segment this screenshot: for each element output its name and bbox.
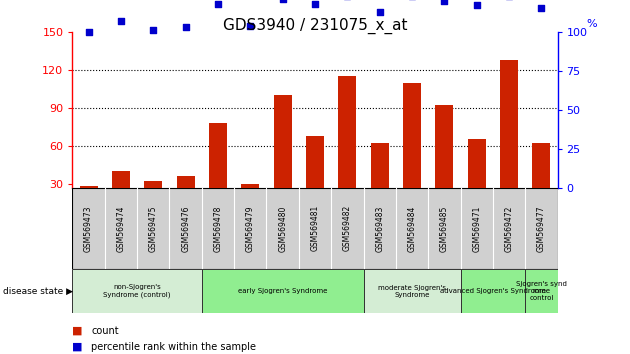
Bar [209, 123, 227, 222]
Point [310, 1, 320, 7]
Point [116, 18, 126, 24]
Point [375, 9, 385, 15]
Text: GSM569482: GSM569482 [343, 205, 352, 251]
Text: GSM569477: GSM569477 [537, 205, 546, 252]
Bar [500, 60, 518, 222]
Point [213, 1, 223, 7]
Text: GSM569484: GSM569484 [408, 205, 416, 252]
Point [536, 6, 546, 11]
Text: GSM569483: GSM569483 [375, 205, 384, 252]
Point [278, 0, 288, 2]
Text: GSM569476: GSM569476 [181, 205, 190, 252]
Text: ■: ■ [72, 326, 83, 336]
Text: GSM569485: GSM569485 [440, 205, 449, 252]
Text: moderate Sjogren's
Syndrome: moderate Sjogren's Syndrome [378, 285, 446, 298]
Text: GSM569478: GSM569478 [214, 205, 222, 252]
Bar [144, 181, 162, 222]
Bar [112, 171, 130, 222]
Point [148, 28, 158, 33]
Text: ■: ■ [72, 342, 83, 352]
Text: GSM569480: GSM569480 [278, 205, 287, 252]
Bar [72, 269, 202, 313]
Text: GSM569473: GSM569473 [84, 205, 93, 252]
Text: GSM569474: GSM569474 [117, 205, 125, 252]
Bar [403, 82, 421, 222]
Text: disease state ▶: disease state ▶ [3, 287, 73, 296]
Point [472, 2, 482, 8]
Text: early Sjogren's Syndrome: early Sjogren's Syndrome [238, 288, 328, 294]
Bar [338, 76, 356, 222]
Bar [435, 105, 453, 222]
Bar [80, 186, 98, 222]
Point [181, 24, 191, 30]
Bar [241, 184, 259, 222]
Bar [525, 269, 558, 313]
Bar [371, 143, 389, 222]
Text: %: % [586, 19, 597, 29]
Text: count: count [91, 326, 119, 336]
Bar [364, 269, 461, 313]
Bar [177, 176, 195, 222]
Text: GSM569481: GSM569481 [311, 205, 319, 251]
Point [84, 29, 94, 35]
Text: Sjogren's synd
rome
control: Sjogren's synd rome control [516, 281, 567, 301]
Text: GSM569479: GSM569479 [246, 205, 255, 252]
Bar [532, 143, 550, 222]
Bar [468, 139, 486, 222]
Bar [306, 136, 324, 222]
Text: non-Sjogren's
Syndrome (control): non-Sjogren's Syndrome (control) [103, 284, 171, 298]
Text: GSM569472: GSM569472 [505, 205, 513, 252]
Text: GSM569471: GSM569471 [472, 205, 481, 252]
Text: percentile rank within the sample: percentile rank within the sample [91, 342, 256, 352]
Text: GDS3940 / 231075_x_at: GDS3940 / 231075_x_at [223, 18, 407, 34]
Bar [202, 269, 364, 313]
Bar [274, 95, 292, 222]
Bar [461, 269, 525, 313]
Point [439, 0, 449, 4]
Text: advanced Sjogren's Syndrome: advanced Sjogren's Syndrome [440, 288, 546, 294]
Text: GSM569475: GSM569475 [149, 205, 158, 252]
Point [245, 23, 255, 28]
